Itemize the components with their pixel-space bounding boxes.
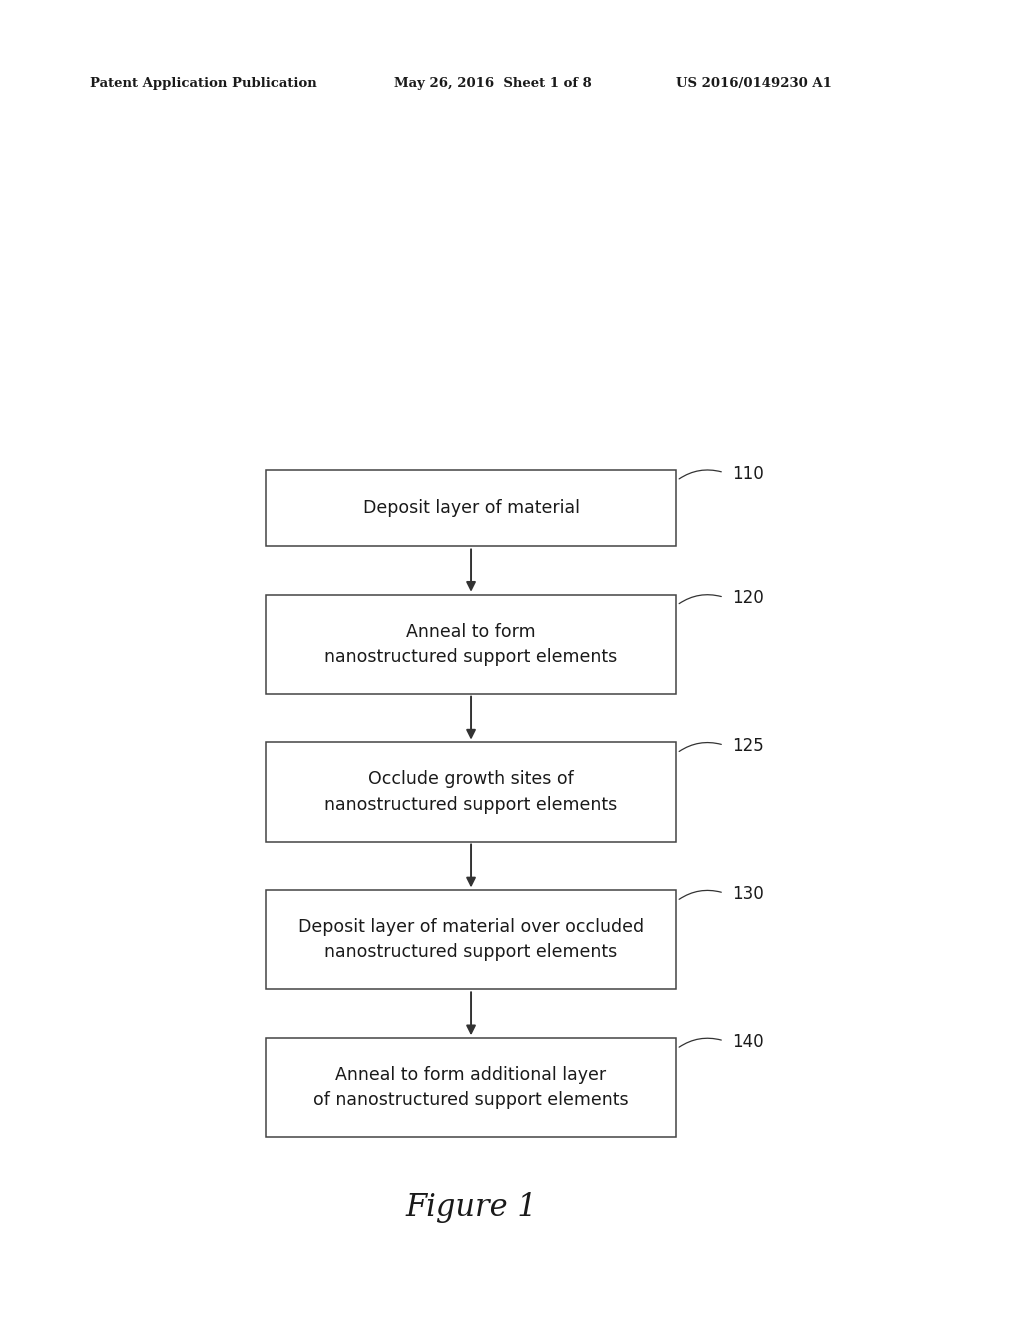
Text: Occlude growth sites of
nanostructured support elements: Occlude growth sites of nanostructured s…: [325, 771, 617, 813]
Text: 130: 130: [732, 886, 764, 903]
Text: 120: 120: [732, 589, 764, 607]
Text: 140: 140: [732, 1032, 764, 1051]
Text: Deposit layer of material: Deposit layer of material: [362, 499, 580, 517]
Text: Deposit layer of material over occluded
nanostructured support elements: Deposit layer of material over occluded …: [298, 919, 644, 961]
Text: May 26, 2016  Sheet 1 of 8: May 26, 2016 Sheet 1 of 8: [394, 77, 592, 90]
Text: Figure 1: Figure 1: [406, 1192, 537, 1224]
Text: 110: 110: [732, 465, 764, 483]
FancyBboxPatch shape: [266, 742, 676, 842]
Text: Patent Application Publication: Patent Application Publication: [90, 77, 316, 90]
FancyBboxPatch shape: [266, 470, 676, 546]
FancyBboxPatch shape: [266, 594, 676, 694]
Text: Anneal to form
nanostructured support elements: Anneal to form nanostructured support el…: [325, 623, 617, 665]
Text: US 2016/0149230 A1: US 2016/0149230 A1: [676, 77, 831, 90]
Text: 125: 125: [732, 737, 764, 755]
Text: Anneal to form additional layer
of nanostructured support elements: Anneal to form additional layer of nanos…: [313, 1067, 629, 1109]
FancyBboxPatch shape: [266, 890, 676, 990]
FancyBboxPatch shape: [266, 1039, 676, 1138]
